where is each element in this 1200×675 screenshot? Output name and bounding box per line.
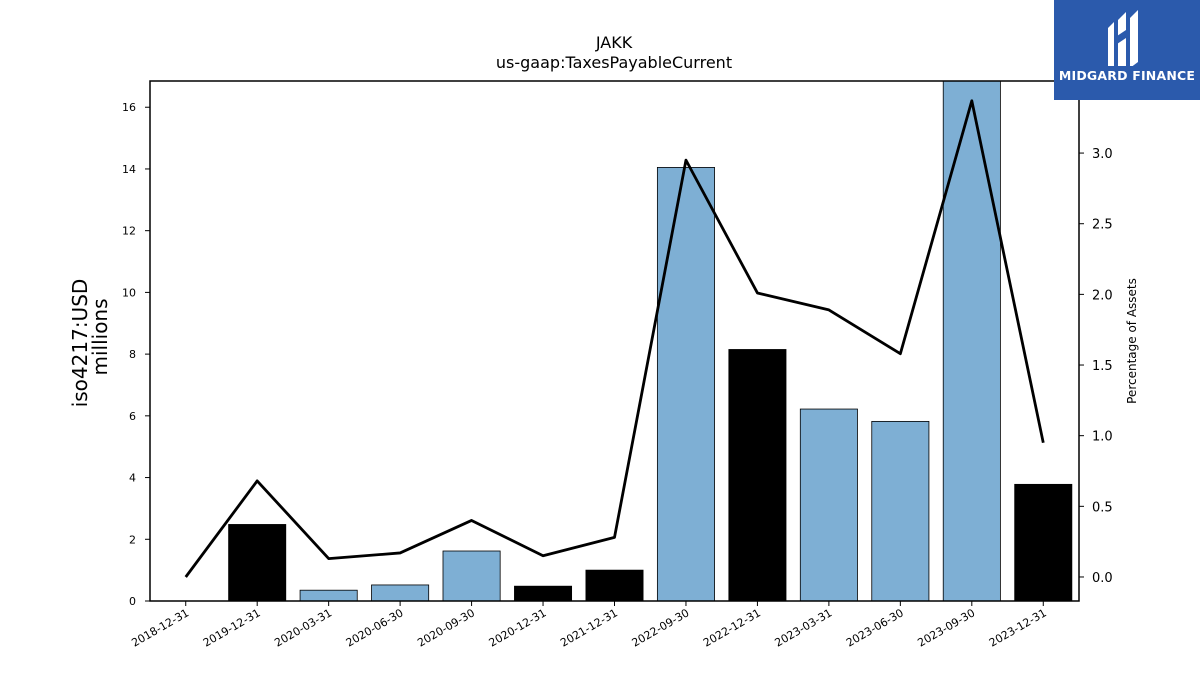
y-tick-label: 10 bbox=[122, 286, 136, 299]
x-tick-label: 2023-06-30 bbox=[844, 606, 906, 649]
y2-tick-label: 3.0 bbox=[1092, 147, 1113, 162]
x-tick-label: 2021-12-31 bbox=[558, 606, 620, 649]
bar bbox=[585, 569, 644, 602]
y2-tick-label: 0.5 bbox=[1092, 500, 1113, 515]
bar bbox=[799, 408, 858, 602]
x-tick-label: 2023-12-31 bbox=[987, 606, 1049, 649]
y-axis-label-line1: iso4217:USD bbox=[68, 279, 92, 408]
y-tick-label: 2 bbox=[129, 533, 136, 546]
y2-tick-label: 0.0 bbox=[1092, 571, 1113, 586]
y-axis-label-line2: millions bbox=[88, 298, 112, 375]
bar bbox=[514, 585, 573, 602]
chart-subtitle: us-gaap:TaxesPayableCurrent bbox=[496, 53, 732, 72]
bar bbox=[871, 420, 930, 602]
chart-title: JAKK bbox=[595, 33, 633, 52]
x-tick-label: 2022-12-31 bbox=[701, 606, 763, 649]
y2-tick-label: 1.0 bbox=[1092, 430, 1113, 445]
logo-mark-icon bbox=[1108, 10, 1138, 66]
x-tick-label: 2023-03-31 bbox=[773, 606, 835, 649]
x-tick-label: 2020-12-31 bbox=[487, 606, 549, 649]
percentage-line bbox=[184, 99, 1045, 578]
logo-text: MIDGARD FINANCE bbox=[1058, 68, 1196, 83]
bar bbox=[656, 167, 715, 602]
bar bbox=[299, 589, 358, 602]
bar bbox=[371, 584, 430, 602]
y-tick-label: 14 bbox=[122, 163, 136, 176]
bar bbox=[728, 349, 787, 602]
y-tick-label: 12 bbox=[122, 225, 136, 238]
x-tick-label: 2020-06-30 bbox=[344, 606, 406, 649]
y-tick-label: 4 bbox=[129, 472, 136, 485]
y2-tick-label: 2.0 bbox=[1092, 288, 1113, 303]
x-tick-label: 2018-12-31 bbox=[129, 606, 191, 649]
x-tick-label: 2023-09-30 bbox=[915, 606, 977, 649]
bar bbox=[1014, 483, 1073, 602]
y-tick-label: 16 bbox=[122, 101, 136, 114]
bar bbox=[942, 80, 1001, 602]
y2-tick-label: 2.5 bbox=[1092, 218, 1113, 233]
brand-logo: MIDGARD FINANCE bbox=[1054, 0, 1200, 100]
y2-axis-label: Percentage of Assets bbox=[1125, 278, 1139, 404]
y2-tick-label: 1.5 bbox=[1092, 359, 1113, 374]
x-tick-label: 2020-09-30 bbox=[415, 606, 477, 649]
plot-frame bbox=[149, 80, 1080, 602]
x-tick-label: 2022-09-30 bbox=[630, 606, 692, 649]
y-tick-label: 8 bbox=[129, 348, 136, 361]
y-tick-label: 6 bbox=[129, 410, 136, 423]
bar bbox=[228, 524, 287, 602]
y-tick-label: 0 bbox=[129, 595, 136, 608]
bar bbox=[442, 550, 501, 602]
x-tick-label: 2019-12-31 bbox=[201, 606, 263, 649]
x-tick-label: 2020-03-31 bbox=[272, 606, 334, 649]
